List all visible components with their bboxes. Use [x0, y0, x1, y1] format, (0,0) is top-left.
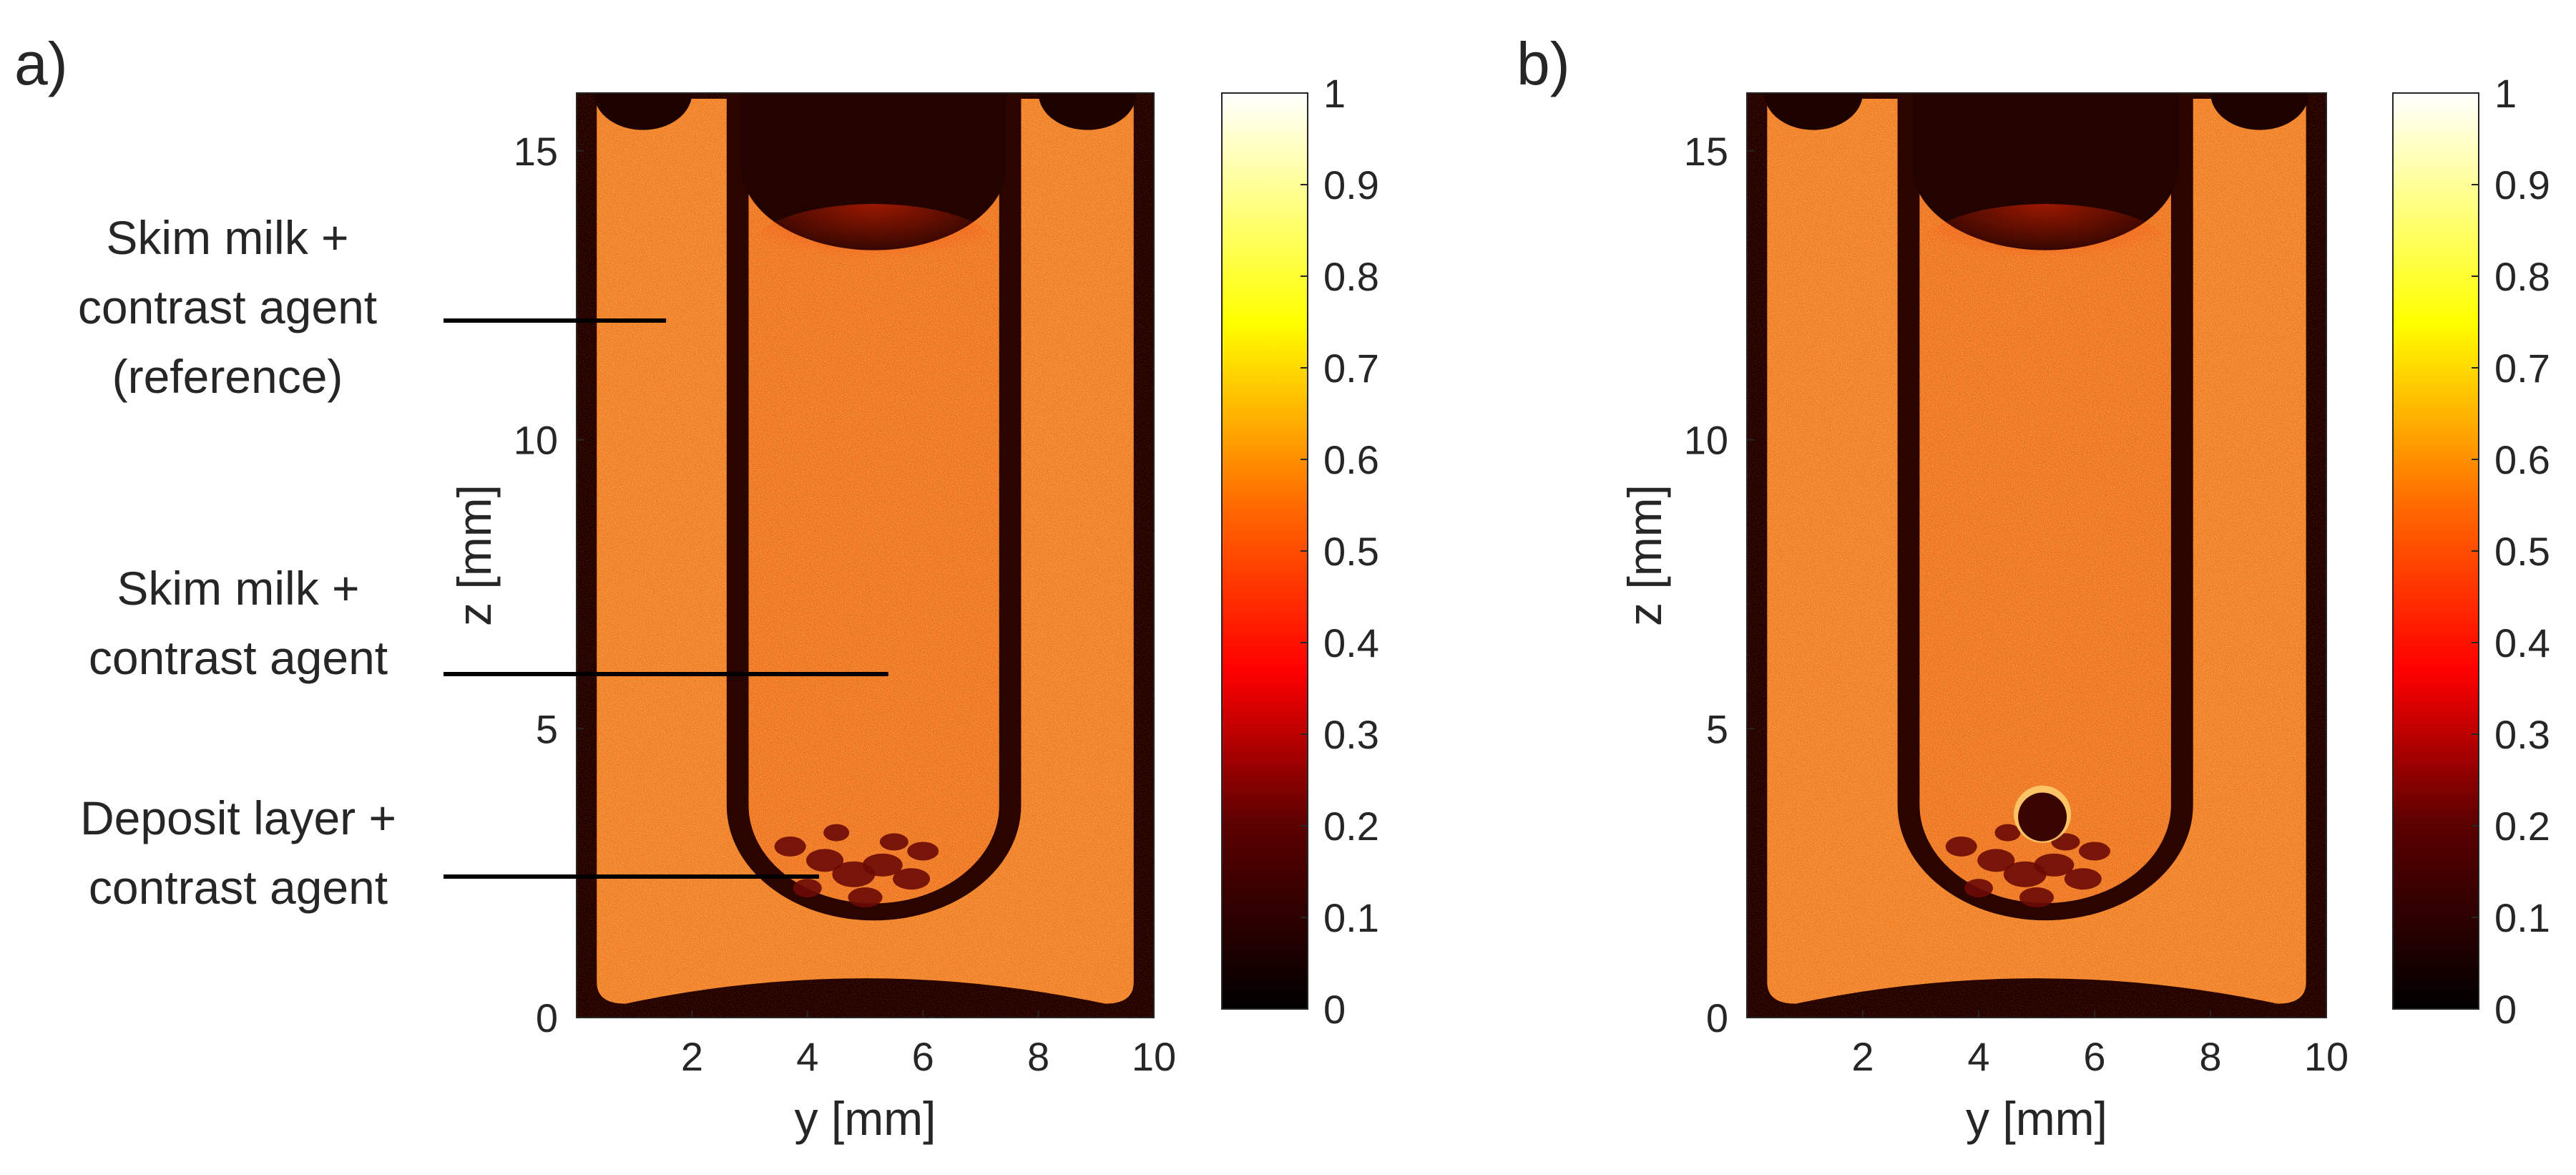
x-tick-label: 2	[1851, 1034, 1874, 1079]
y-tick-label: 10	[1684, 418, 1728, 463]
x-axis-label: y [mm]	[795, 1092, 936, 1145]
y-tick-label: 15	[514, 129, 558, 174]
colorbar-tick-label: 0	[2494, 987, 2517, 1032]
colorbar-tick-label: 0.2	[1323, 804, 1379, 849]
deposit-layer	[774, 824, 939, 908]
annotation-text: contrast agent	[78, 281, 377, 333]
colorbar-tick-label: 0.4	[1323, 620, 1379, 665]
axes-frame	[576, 92, 1155, 1018]
x-tick-label: 10	[1132, 1034, 1176, 1079]
colorbar-gradient	[1221, 92, 1308, 1010]
annotation-text: Deposit layer +	[80, 791, 396, 844]
y-axis-label: z [mm]	[448, 484, 501, 626]
annotation: Deposit layer + contrast agent	[80, 791, 819, 914]
colorbar-tick-label: 0.7	[2494, 346, 2550, 391]
colorbar-tick-label: 0.6	[1323, 437, 1379, 482]
annotation-text: Skim milk +	[117, 562, 359, 615]
inner-tube-top	[741, 93, 1007, 250]
cap-left	[1764, 93, 1863, 130]
colorbar-tick-label: 0.7	[1323, 346, 1379, 391]
x-axis-label: y [mm]	[1966, 1092, 2107, 1145]
cap-right	[2210, 93, 2309, 130]
x-tick-label: 6	[2083, 1034, 2105, 1079]
annotation: Skim milk + contrast agent (reference)	[78, 211, 667, 403]
colorbar: 0 0.1 0.2 0.3 0.4 0.5 0.6 0.7 0.8 0.9 1	[1221, 71, 1379, 1032]
x-tick-label: 4	[1967, 1034, 1989, 1079]
y-tick-label: 10	[514, 418, 558, 463]
annotation-text: (reference)	[112, 350, 343, 403]
annotation-text: Skim milk +	[106, 211, 348, 264]
sphere	[2018, 792, 2067, 842]
colorbar-tick-label: 0.4	[2494, 620, 2550, 665]
y-tick-label: 5	[1706, 706, 1728, 751]
inner-tube-top	[1912, 93, 2178, 250]
cap-right	[1038, 93, 1137, 130]
colorbar-tick-label: 1	[2494, 71, 2517, 116]
y-tick-label: 15	[1684, 129, 1728, 174]
colorbar-tick-label: 0.8	[2494, 254, 2550, 299]
x-tick-label: 8	[2199, 1034, 2221, 1079]
colorbar-tick-label: 0	[1323, 987, 1346, 1032]
colorbar-tick-label: 1	[1323, 71, 1346, 116]
colorbar-tick-label: 0.3	[2494, 712, 2550, 757]
x-tick-label: 4	[796, 1034, 818, 1079]
y-axis-label: z [mm]	[1618, 484, 1671, 626]
x-tick-label: 2	[681, 1034, 703, 1079]
colorbar-tick-label: 0.9	[1323, 162, 1379, 208]
colorbar-tick-label: 0.1	[2494, 895, 2550, 940]
colorbar: 0 0.1 0.2 0.3 0.4 0.5 0.6 0.7 0.8 0.9 1	[2392, 71, 2550, 1032]
colorbar-gradient	[2392, 92, 2479, 1010]
cap-left	[594, 93, 692, 130]
x-tick-label: 8	[1027, 1034, 1049, 1079]
annotation-text: contrast agent	[89, 631, 388, 684]
y-tick-label: 5	[536, 706, 558, 751]
annotation: Skim milk + contrast agent	[89, 562, 888, 684]
colorbar-tick-label: 0.2	[2494, 804, 2550, 849]
colorbar-tick-label: 0.6	[2494, 437, 2550, 482]
mri-image	[1747, 93, 2326, 1018]
axes-frame	[1746, 92, 2327, 1018]
colorbar-tick-label: 0.3	[1323, 712, 1379, 757]
colorbar-tick-label: 0.5	[2494, 529, 2550, 574]
panel-label: b)	[1517, 30, 1570, 97]
annotation-text: contrast agent	[89, 861, 388, 914]
colorbar-tick-label: 0.1	[1323, 895, 1379, 940]
colorbar-tick-label: 0.5	[1323, 529, 1379, 574]
y-tick-label: 0	[536, 995, 558, 1040]
colorbar-tick-label: 0.8	[1323, 254, 1379, 299]
x-tick-label: 6	[912, 1034, 934, 1079]
x-tick-label: 10	[2304, 1034, 2349, 1079]
panel-label: a)	[14, 30, 68, 97]
mri-image	[577, 93, 1154, 1018]
colorbar-tick-label: 0.9	[2494, 162, 2550, 208]
y-tick-label: 0	[1706, 995, 1728, 1040]
